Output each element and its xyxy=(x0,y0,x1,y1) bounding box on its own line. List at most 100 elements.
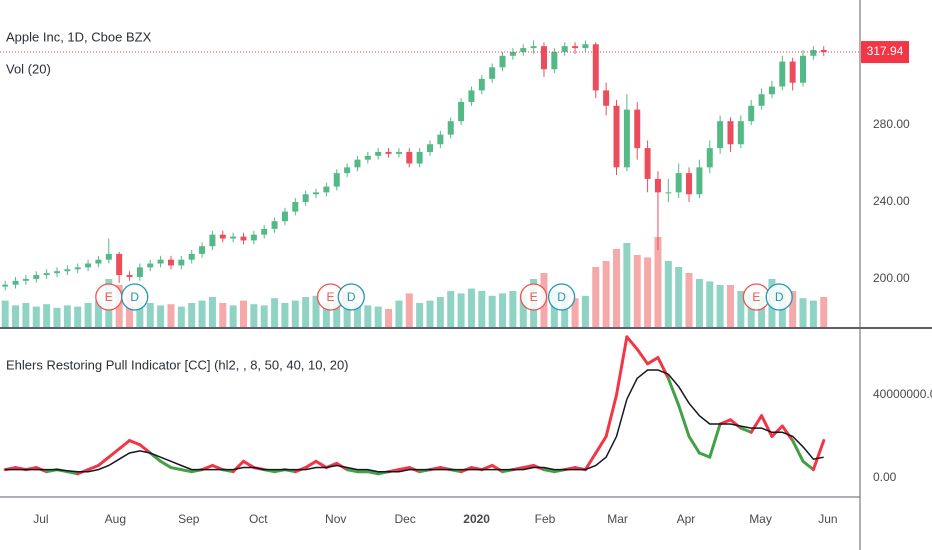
candle-body xyxy=(644,148,651,179)
candle-body xyxy=(634,109,641,149)
volume-bar xyxy=(43,304,51,327)
volume-bar xyxy=(302,297,310,327)
candle-body xyxy=(240,236,247,241)
volume-bar xyxy=(737,291,745,327)
volume-bar xyxy=(136,300,144,327)
candle-body xyxy=(281,211,288,222)
indicator-segment xyxy=(666,376,681,407)
volume-bar xyxy=(695,279,703,327)
indicator-segment xyxy=(708,422,722,459)
indicator-segment xyxy=(314,459,328,470)
volume-bar xyxy=(167,304,175,327)
event-label: D xyxy=(347,290,356,304)
indicator-segment xyxy=(490,463,505,474)
candle-body xyxy=(540,46,547,70)
candle-body xyxy=(344,167,351,174)
indicator-segment xyxy=(770,424,784,438)
event-marker xyxy=(337,283,365,311)
indicator-segment xyxy=(96,455,111,467)
event-label: D xyxy=(775,290,784,304)
indicator-segment xyxy=(159,459,173,470)
last-price-box xyxy=(861,41,909,64)
event-marker xyxy=(765,283,793,311)
volume-bar xyxy=(488,295,496,327)
candle-body xyxy=(323,186,330,193)
volume-bar xyxy=(198,300,206,327)
candle-body xyxy=(478,78,485,91)
indicator-segment xyxy=(615,335,629,397)
candle-body xyxy=(810,50,817,56)
indicator-segment xyxy=(86,463,100,472)
candle-body xyxy=(364,155,371,160)
chart-title: Apple Inc, 1D, Cboe BZX xyxy=(6,29,152,44)
y-tick-label: 240.00 xyxy=(873,194,910,208)
candle-body xyxy=(623,109,630,168)
y-tick-label: 40000000.00 xyxy=(873,387,932,401)
indicator-segment xyxy=(594,434,608,455)
candle-body xyxy=(592,44,599,91)
volume-bar xyxy=(353,303,361,327)
indicator-segment xyxy=(635,347,650,366)
x-tick-label: 2020 xyxy=(463,512,490,526)
event-marker xyxy=(547,283,576,311)
indicator-segment xyxy=(604,393,619,438)
candle-body xyxy=(188,253,195,260)
candle-body xyxy=(209,234,216,247)
indicator-segment xyxy=(791,439,805,463)
volume-bar xyxy=(613,249,621,327)
last-price-label: 317.94 xyxy=(867,44,904,58)
volume-bar xyxy=(716,285,724,327)
candle-body xyxy=(530,46,537,49)
volume-bar xyxy=(602,261,610,327)
candle-body xyxy=(95,259,102,264)
volume-bar xyxy=(63,305,71,327)
candle-body xyxy=(768,86,775,95)
volume-bar xyxy=(374,306,382,327)
volume-bar xyxy=(478,291,486,327)
x-tick-label: May xyxy=(749,512,772,526)
indicator-segment xyxy=(345,468,359,474)
candle-body xyxy=(675,173,682,193)
candle-body xyxy=(437,134,444,145)
event-marker xyxy=(121,283,149,311)
candle-body xyxy=(33,275,40,279)
candle-body xyxy=(199,246,206,254)
x-tick-label: Aug xyxy=(105,512,126,526)
candle-body xyxy=(271,221,278,229)
candle-body xyxy=(509,51,516,56)
event-label: E xyxy=(105,290,113,304)
volume-bar xyxy=(789,291,797,327)
volume-bar xyxy=(592,267,600,327)
indicator-segment xyxy=(65,470,80,476)
volume-bar xyxy=(53,307,61,327)
candle-body xyxy=(789,61,796,83)
y-tick-label: 200.00 xyxy=(873,271,910,285)
x-tick-label: Apr xyxy=(677,512,696,526)
x-tick-label: Oct xyxy=(249,512,268,526)
volume-bar xyxy=(633,255,641,327)
indicator-title: Ehlers Restoring Pull Indicator [CC] (hl… xyxy=(6,357,349,372)
candle-body xyxy=(126,275,133,277)
candle-body xyxy=(603,90,610,106)
candle-body xyxy=(302,194,309,202)
volume-bar xyxy=(726,285,734,327)
volume-bar xyxy=(250,304,258,327)
volume-bar xyxy=(820,297,828,327)
volume-bar xyxy=(271,298,279,327)
candle-body xyxy=(613,105,620,168)
volume-bar xyxy=(32,306,40,327)
candle-body xyxy=(53,271,60,274)
volume-bar xyxy=(447,291,455,327)
candle-body xyxy=(136,267,143,277)
volume-bar xyxy=(260,305,268,327)
candle-body xyxy=(313,192,320,195)
candle-body xyxy=(43,273,50,276)
candle-body xyxy=(105,253,112,260)
indicator-segment xyxy=(397,466,411,472)
candle-body xyxy=(727,121,734,145)
volume-bar xyxy=(1,300,9,327)
volume-bar xyxy=(157,305,165,327)
candle-body xyxy=(665,192,672,194)
volume-bar xyxy=(322,303,330,327)
candle-body xyxy=(572,46,579,49)
